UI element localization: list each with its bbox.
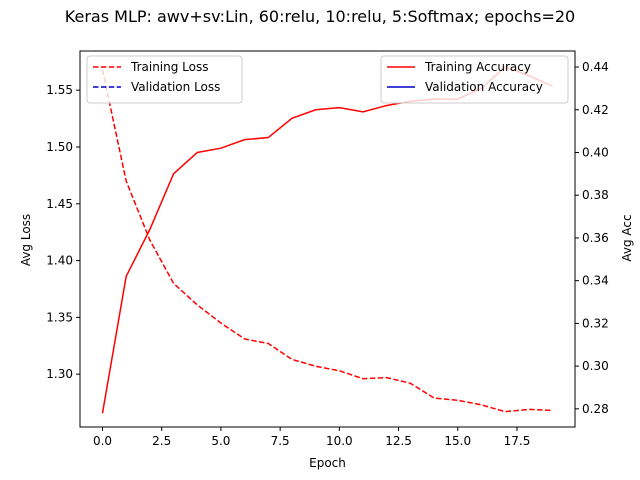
- x-tick-label: 0.0: [93, 434, 112, 448]
- validation-loss-legend-label: Validation Loss: [131, 80, 220, 94]
- y-right-tick-label: 0.44: [582, 60, 609, 74]
- x-axis-label: Epoch: [309, 456, 346, 470]
- training-accuracy-line: [101, 66, 553, 414]
- x-tick-label: 10.0: [326, 434, 353, 448]
- y-left-tick-label: 1.55: [46, 83, 73, 97]
- y-left-axis-label: Avg Loss: [19, 214, 33, 266]
- y-right-tick-label: 0.38: [582, 188, 609, 202]
- training-loss-legend-label: Training Loss: [130, 60, 208, 74]
- chart-title: Keras MLP: awv+sv:Lin, 60:relu, 10:relu,…: [65, 7, 575, 26]
- legend-right: Training Accuracy Validation Accuracy: [380, 55, 569, 104]
- x-tick-label: 7.5: [271, 434, 290, 448]
- y-left-tick-label: 1.40: [46, 254, 73, 268]
- y-right-tick-label: 0.36: [582, 231, 609, 245]
- validation-accuracy-legend-label: Validation Accuracy: [425, 80, 543, 94]
- y-left-tick-label: 1.45: [46, 197, 73, 211]
- y-left-tick-label: 1.35: [46, 310, 73, 324]
- training-accuracy-legend-label: Training Accuracy: [424, 60, 531, 74]
- y-right-axis-label: Avg Acc: [620, 214, 634, 261]
- y-left-tick-label: 1.30: [46, 367, 73, 381]
- y-right-tick-label: 0.32: [582, 316, 609, 330]
- y-right-tick-label: 0.42: [582, 103, 609, 117]
- y-right-tick-label: 0.40: [582, 145, 609, 159]
- y-right-tick-label: 0.34: [582, 274, 609, 288]
- x-tick-label: 2.5: [152, 434, 171, 448]
- x-tick-label: 15.0: [444, 434, 471, 448]
- plot-frame: [79, 50, 576, 428]
- ticks-layer: 0.0 2.5 5.0 7.5 10.0 12.5 15.0 17.5 1.30 1.35 1.40…: [46, 60, 608, 448]
- x-tick-label: 5.0: [211, 434, 230, 448]
- x-tick-label: 12.5: [385, 434, 412, 448]
- y-left-tick-label: 1.50: [46, 140, 73, 154]
- training-loss-line: [101, 69, 553, 413]
- y-right-tick-label: 0.30: [582, 359, 609, 373]
- y-right-tick-label: 0.28: [582, 402, 609, 416]
- legend-left: Training Loss Validation Loss: [86, 55, 243, 104]
- series-layer: [101, 66, 553, 414]
- legend-box: [380, 55, 569, 104]
- x-tick-label: 17.5: [504, 434, 531, 448]
- legend-box: [86, 55, 243, 104]
